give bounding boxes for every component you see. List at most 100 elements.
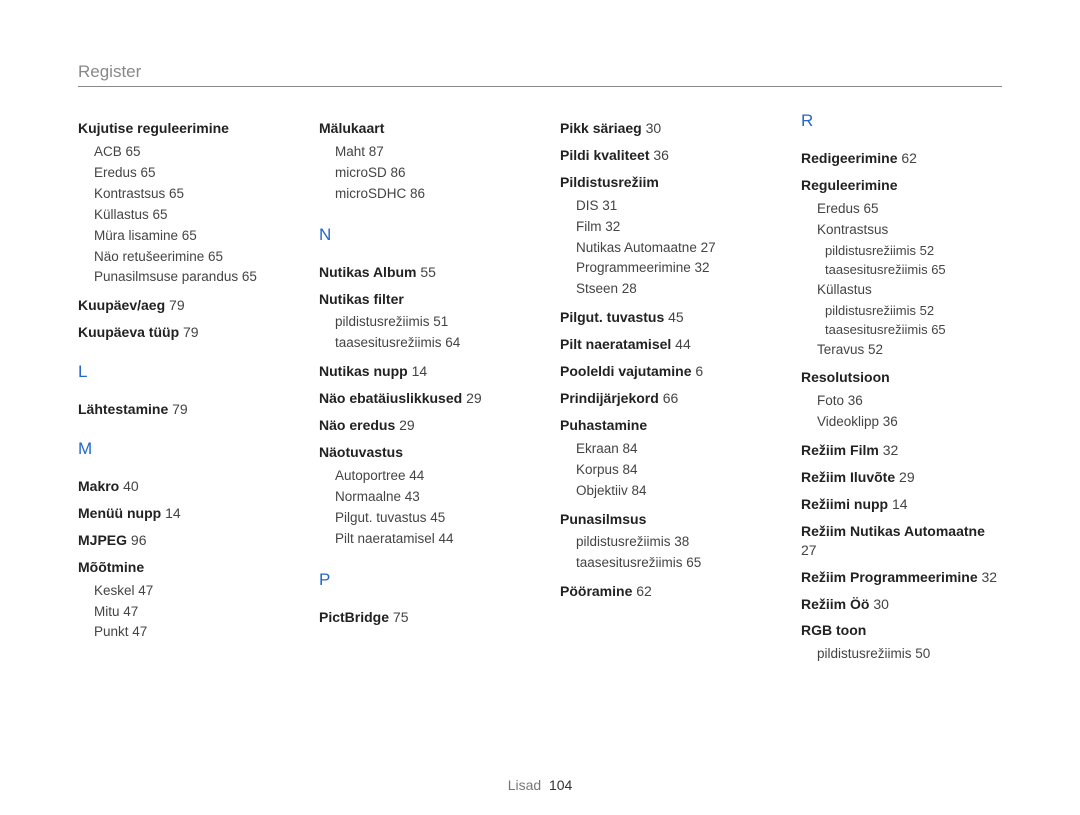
entry-page: 14 bbox=[412, 363, 428, 379]
index-subsubentry[interactable]: taasesitusrežiimis 65 bbox=[825, 260, 1002, 280]
index-entry[interactable]: Režiimi nupp 14 bbox=[801, 495, 1002, 514]
index-subentry[interactable]: taasesitusrežiimis 64 bbox=[335, 333, 520, 354]
index-entry[interactable]: Resolutsioon bbox=[801, 368, 1002, 387]
index-column: Pikk säriaeg 30 Pildi kvaliteet 36 Pildist… bbox=[560, 111, 761, 665]
index-subsubentry[interactable]: taasesitusrežiimis 65 bbox=[825, 320, 1002, 340]
index-subentry[interactable]: Punkt 47 bbox=[94, 622, 279, 643]
index-subentry[interactable]: Pilgut. tuvastus 45 bbox=[335, 508, 520, 529]
index-entry[interactable]: Reguleerimine bbox=[801, 176, 1002, 195]
entry-label: MJPEG bbox=[78, 532, 127, 548]
index-subentry[interactable]: Foto 36 bbox=[817, 391, 1002, 412]
index-entry[interactable]: Pilgut. tuvastus 45 bbox=[560, 308, 761, 327]
index-subentry[interactable]: Autoportree 44 bbox=[335, 466, 520, 487]
index-entry[interactable]: Mõõtmine bbox=[78, 558, 279, 577]
index-entry[interactable]: Näotuvastus bbox=[319, 443, 520, 462]
index-column: RRedigeerimine 62ReguleerimineEredus 65K… bbox=[801, 111, 1002, 665]
index-subentry[interactable]: Normaalne 43 bbox=[335, 487, 520, 508]
index-subentry[interactable]: Eredus 65 bbox=[94, 163, 279, 184]
index-subentry[interactable]: Mitu 47 bbox=[94, 602, 279, 623]
index-subentry[interactable]: Keskel 47 bbox=[94, 581, 279, 602]
index-entry[interactable]: Režiim Öö 30 bbox=[801, 595, 1002, 614]
index-entry[interactable]: Menüü nupp 14 bbox=[78, 504, 279, 523]
index-entry[interactable]: Nutikas Album 55 bbox=[319, 263, 520, 282]
index-subentry[interactable]: DIS 31 bbox=[576, 196, 761, 217]
entry-page: 6 bbox=[695, 363, 703, 379]
index-entry[interactable]: Nutikas nupp 14 bbox=[319, 362, 520, 381]
entry-label: Nutikas Album bbox=[319, 264, 417, 280]
index-subentry[interactable]: Küllastus bbox=[817, 280, 1002, 301]
entry-label: Näo ebatäiuslikkused bbox=[319, 390, 462, 406]
index-subentry[interactable]: Teravus 52 bbox=[817, 340, 1002, 361]
index-subentry[interactable]: taasesitusrežiimis 65 bbox=[576, 553, 761, 574]
index-subentry[interactable]: Nutikas Automaatne 27 bbox=[576, 238, 761, 259]
entry-page: 79 bbox=[172, 401, 188, 417]
index-subentry[interactable]: pildistusrežiimis 38 bbox=[576, 532, 761, 553]
index-subentry[interactable]: Korpus 84 bbox=[576, 460, 761, 481]
index-subentry[interactable]: microSDHC 86 bbox=[335, 184, 520, 205]
index-entry[interactable]: Režiim Film 32 bbox=[801, 441, 1002, 460]
index-entry[interactable]: Näo ebatäiuslikkused 29 bbox=[319, 389, 520, 408]
index-subentry[interactable]: Objektiiv 84 bbox=[576, 481, 761, 502]
entry-label: Nutikas filter bbox=[319, 291, 404, 307]
index-entry[interactable]: Režiim Iluvõte 29 bbox=[801, 468, 1002, 487]
entry-label: Puhastamine bbox=[560, 417, 647, 433]
index-subentry[interactable]: microSD 86 bbox=[335, 163, 520, 184]
entry-page: 32 bbox=[883, 442, 899, 458]
index-entry[interactable]: Näo eredus 29 bbox=[319, 416, 520, 435]
index-entry[interactable]: Režiim Programmeerimine 32 bbox=[801, 568, 1002, 587]
index-entry[interactable]: Režiim Nutikas Automaatne 27 bbox=[801, 522, 1002, 560]
entry-page: 75 bbox=[393, 609, 409, 625]
index-letter-heading: L bbox=[78, 362, 279, 382]
index-letter-heading: M bbox=[78, 439, 279, 459]
entry-page: 40 bbox=[123, 478, 139, 494]
index-entry[interactable]: MJPEG 96 bbox=[78, 531, 279, 550]
index-entry[interactable]: Pooleldi vajutamine 6 bbox=[560, 362, 761, 381]
index-subentry[interactable]: Pilt naeratamisel 44 bbox=[335, 529, 520, 550]
index-subentry[interactable]: Punasilmsuse parandus 65 bbox=[94, 267, 279, 288]
entry-page: 44 bbox=[675, 336, 691, 352]
index-subentry[interactable]: ACB 65 bbox=[94, 142, 279, 163]
index-subsubentry[interactable]: pildistusrežiimis 52 bbox=[825, 241, 1002, 261]
index-subentry[interactable]: Näo retušeerimine 65 bbox=[94, 247, 279, 268]
index-subentry[interactable]: pildistusrežiimis 50 bbox=[817, 644, 1002, 665]
index-entry[interactable]: Kujutise reguleerimine bbox=[78, 119, 279, 138]
index-subentry[interactable]: Kontrastsus 65 bbox=[94, 184, 279, 205]
index-subentry[interactable]: Stseen 28 bbox=[576, 279, 761, 300]
index-entry[interactable]: Pööramine 62 bbox=[560, 582, 761, 601]
index-entry[interactable]: Pildi kvaliteet 36 bbox=[560, 146, 761, 165]
index-page: Register Kujutise reguleerimineACB 65Ere… bbox=[0, 0, 1080, 665]
index-subentry[interactable]: Eredus 65 bbox=[817, 199, 1002, 220]
index-entry[interactable]: Makro 40 bbox=[78, 477, 279, 496]
entry-page: 14 bbox=[892, 496, 908, 512]
index-entry[interactable]: Pilt naeratamisel 44 bbox=[560, 335, 761, 354]
entry-page: 45 bbox=[668, 309, 684, 325]
index-entry[interactable]: Mälukaart bbox=[319, 119, 520, 138]
index-entry[interactable]: Pikk säriaeg 30 bbox=[560, 119, 761, 138]
entry-page: 36 bbox=[653, 147, 669, 163]
index-entry[interactable]: Punasilmsus bbox=[560, 510, 761, 529]
index-entry[interactable]: RGB toon bbox=[801, 621, 1002, 640]
index-subentry[interactable]: Müra lisamine 65 bbox=[94, 226, 279, 247]
index-entry[interactable]: Lähtestamine 79 bbox=[78, 400, 279, 419]
entry-label: Pilgut. tuvastus bbox=[560, 309, 664, 325]
index-subentry[interactable]: Film 32 bbox=[576, 217, 761, 238]
index-entry[interactable]: Redigeerimine 62 bbox=[801, 149, 1002, 168]
index-subentry[interactable]: Videoklipp 36 bbox=[817, 412, 1002, 433]
index-subentry[interactable]: pildistusrežiimis 51 bbox=[335, 312, 520, 333]
index-subentry[interactable]: Maht 87 bbox=[335, 142, 520, 163]
index-entry[interactable]: Kuupäev/aeg 79 bbox=[78, 296, 279, 315]
index-entry[interactable]: Kuupäeva tüüp 79 bbox=[78, 323, 279, 342]
index-entry[interactable]: Puhastamine bbox=[560, 416, 761, 435]
footer-label: Lisad bbox=[508, 777, 541, 793]
index-entry[interactable]: Prindijärjekord 66 bbox=[560, 389, 761, 408]
entry-label: Kuupäeva tüüp bbox=[78, 324, 179, 340]
index-entry[interactable]: Nutikas filter bbox=[319, 290, 520, 309]
index-subentry[interactable]: Kontrastsus bbox=[817, 220, 1002, 241]
index-entry[interactable]: PictBridge 75 bbox=[319, 608, 520, 627]
index-subentry[interactable]: Programmeerimine 32 bbox=[576, 258, 761, 279]
index-entry[interactable]: Pildistusrežiim bbox=[560, 173, 761, 192]
index-subsubentry[interactable]: pildistusrežiimis 52 bbox=[825, 301, 1002, 321]
index-subentry[interactable]: Ekraan 84 bbox=[576, 439, 761, 460]
entry-page: 27 bbox=[801, 542, 817, 558]
index-subentry[interactable]: Küllastus 65 bbox=[94, 205, 279, 226]
